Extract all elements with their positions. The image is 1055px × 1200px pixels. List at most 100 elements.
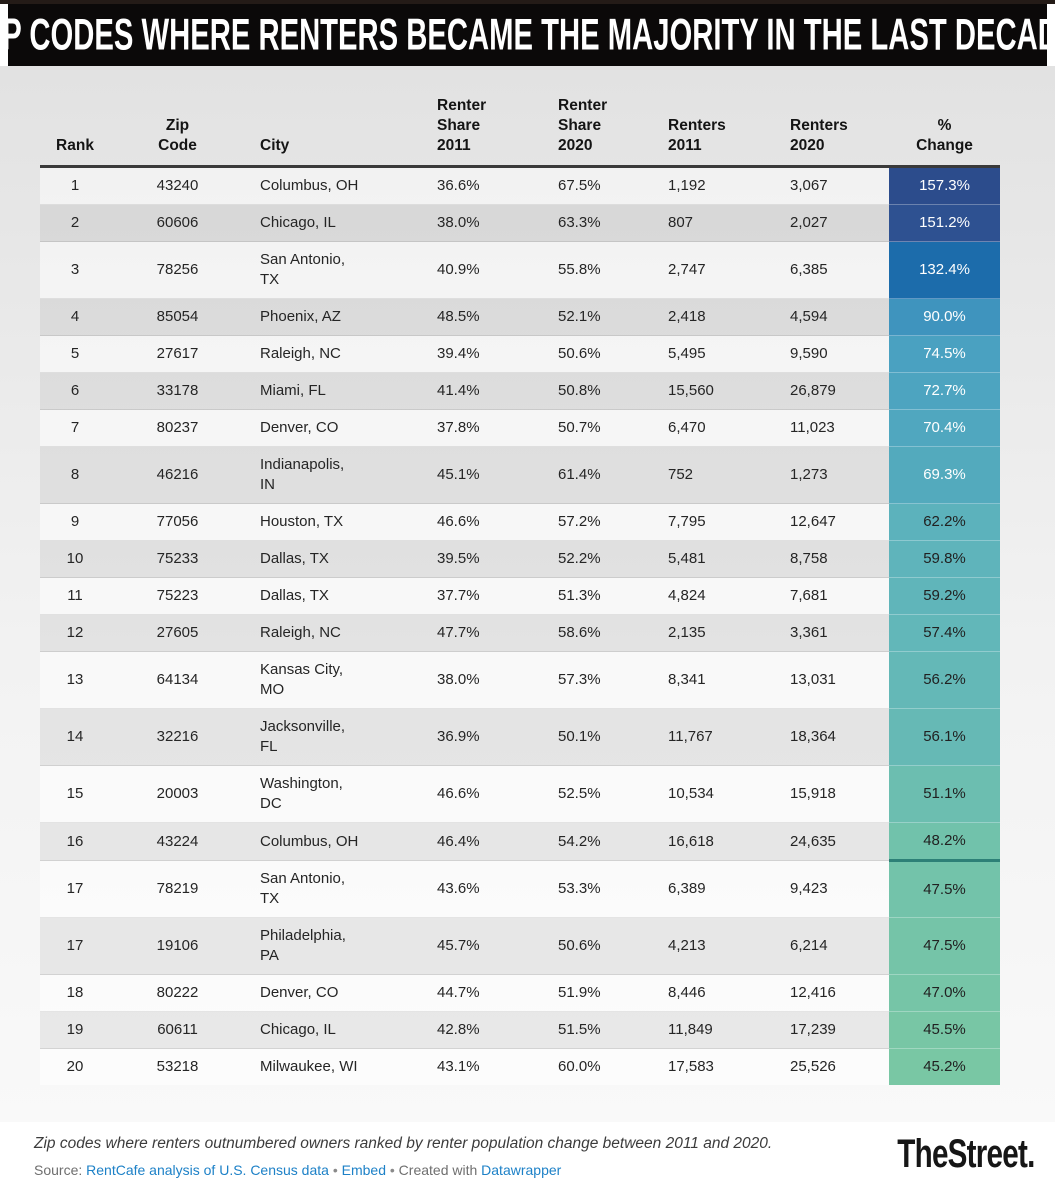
column-header-percent-change: % Change — [889, 96, 1000, 169]
cell-percent-change: 157.3% — [889, 166, 1000, 205]
cell-renter-share-2020: 57.2% — [550, 503, 645, 541]
cell-renters-2020: 25,526 — [775, 1048, 889, 1086]
cell-rank: 14 — [40, 708, 110, 766]
cell-city: Miami, FL — [245, 372, 430, 410]
cell-percent-change: 56.2% — [889, 651, 1000, 709]
cell-renters-2020: 24,635 — [775, 822, 889, 861]
cell-city: Milwaukee, WI — [245, 1048, 430, 1086]
cell-renter-share-2020: 51.5% — [550, 1011, 645, 1049]
cell-renter-share-2020: 50.6% — [550, 917, 645, 975]
table-row: 7 80237 Denver, CO 37.8% 50.7% 6,470 11,… — [40, 409, 1000, 447]
cell-renter-share-2011: 36.6% — [437, 177, 480, 195]
cell-renter-share-2020: 63.3% — [550, 204, 645, 242]
cell-rank: 18 — [40, 974, 110, 1012]
table-body: 1 43240 Columbus, OH 36.6% 67.5% 1,192 3… — [40, 166, 1000, 1086]
datawrapper-link[interactable]: Datawrapper — [481, 1162, 562, 1178]
table-row: 13 64134 Kansas City, MO 38.0% 57.3% 8,3… — [40, 651, 1000, 709]
footer: Zip codes where renters outnumbered owne… — [0, 1122, 1055, 1200]
cell-renter-share-2011: 46.6% — [430, 765, 550, 823]
cell-renters-2011: 7,795 — [645, 503, 775, 541]
cell-city: Houston, TX — [245, 503, 430, 541]
cell-renters-2020: 9,423 — [775, 860, 889, 918]
cell-percent-change: 74.5% — [889, 335, 1000, 373]
cell-zip-code: 75233 — [110, 540, 245, 578]
cell-city: Jacksonville, FL — [245, 708, 430, 766]
cell-renter-share-2011: 38.0% — [430, 204, 550, 242]
table-row: 14 32216 Jacksonville, FL 36.9% 50.1% 11… — [40, 708, 1000, 766]
cell-zip-code: 77056 — [110, 503, 245, 541]
created-with-label: Created with — [398, 1162, 478, 1178]
cell-renters-2011: 11,849 — [645, 1011, 775, 1049]
cell-rank: 20 — [40, 1048, 110, 1086]
cell-zip-code: 64134 — [110, 651, 245, 709]
cell-zip-code: 33178 — [110, 372, 245, 410]
cell-city: Raleigh, NC — [245, 614, 430, 652]
cell-renter-share-2020: 51.3% — [550, 577, 645, 615]
cell-rank: 3 — [40, 241, 110, 299]
cell-renters-2011: 5,495 — [645, 335, 775, 373]
table-row: 17 19106 Philadelphia, PA 45.7% 50.6% 4,… — [40, 917, 1000, 975]
cell-renters-2020: 8,758 — [775, 540, 889, 578]
cell-percent-change: 62.2% — [889, 503, 1000, 541]
cell-city: Washington, DC — [245, 765, 430, 823]
table-row: 6 33178 Miami, FL 41.4% 50.8% 15,560 26,… — [40, 372, 1000, 410]
cell-renter-share-2011: 48.5% — [430, 298, 550, 336]
cell-rank: 7 — [40, 409, 110, 447]
cell-rank: 17 — [40, 860, 110, 918]
embed-link[interactable]: Embed — [341, 1162, 386, 1178]
cell-rank: 11 — [40, 577, 110, 615]
cell-renters-2011: 752 — [645, 446, 775, 504]
cell-zip-code: 60611 — [110, 1011, 245, 1049]
column-header-zip-code: Zip Code — [110, 96, 245, 169]
cell-zip-code: 60606 — [110, 204, 245, 242]
cell-renters-2011: 2,418 — [645, 298, 775, 336]
cell-renter-share-2011: 46.4% — [430, 822, 550, 861]
top-border-strip — [0, 0, 1055, 4]
cell-renter-share-2020: 50.1% — [550, 708, 645, 766]
source-label: Source: — [34, 1162, 83, 1178]
cell-renter-share-2011: 44.7% — [430, 974, 550, 1012]
cell-rank: 1 — [70, 177, 80, 195]
cell-renters-2020: 7,681 — [775, 577, 889, 615]
cell-renters-2020: 15,918 — [775, 765, 889, 823]
table-row: 2 60606 Chicago, IL 38.0% 63.3% 807 2,02… — [40, 204, 1000, 242]
cell-percent-change: 51.1% — [889, 765, 1000, 823]
cell-city: Philadelphia, PA — [245, 917, 430, 975]
cell-renters-2020: 6,385 — [775, 241, 889, 299]
cell-renter-share-2011: 41.4% — [430, 372, 550, 410]
cell-renter-share-2011: 36.9% — [430, 708, 550, 766]
cell-city: Denver, CO — [245, 409, 430, 447]
cell-percent-change: 57.4% — [889, 614, 1000, 652]
table-row: 3 78256 San Antonio, TX 40.9% 55.8% 2,74… — [40, 241, 1000, 299]
title-bar: ZIP CODES WHERE RENTERS BECAME THE MAJOR… — [8, 4, 1047, 66]
table-row: 17 78219 San Antonio, TX 43.6% 53.3% 6,3… — [40, 860, 1000, 918]
cell-renter-share-2020: 50.8% — [550, 372, 645, 410]
cell-renters-2011: 2,135 — [645, 614, 775, 652]
cell-renter-share-2020: 52.2% — [550, 540, 645, 578]
cell-renters-2020: 12,416 — [775, 974, 889, 1012]
source-link[interactable]: RentCafe analysis of U.S. Census data — [86, 1162, 329, 1178]
table-row: 15 20003 Washington, DC 46.6% 52.5% 10,5… — [40, 765, 1000, 823]
cell-percent-change: 47.5% — [889, 860, 1000, 918]
cell-renter-share-2020: 50.7% — [550, 409, 645, 447]
cell-rank: 12 — [40, 614, 110, 652]
table-row: 9 77056 Houston, TX 46.6% 57.2% 7,795 12… — [40, 503, 1000, 541]
cell-percent-change: 72.7% — [889, 372, 1000, 410]
cell-renter-share-2011: 45.1% — [430, 446, 550, 504]
cell-percent-change: 48.2% — [889, 822, 1000, 863]
page-title: ZIP CODES WHERE RENTERS BECAME THE MAJOR… — [8, 9, 1047, 60]
column-header-renters-2020: Renters 2020 — [775, 96, 889, 169]
cell-renters-2011: 16,618 — [645, 822, 775, 861]
cell-rank: 8 — [40, 446, 110, 504]
cell-city: Phoenix, AZ — [245, 298, 430, 336]
cell-percent-change: 132.4% — [889, 241, 1000, 299]
cell-renter-share-2011: 42.8% — [430, 1011, 550, 1049]
cell-rank: 17 — [40, 917, 110, 975]
cell-renters-2020: 2,027 — [775, 204, 889, 242]
table-row: 16 43224 Columbus, OH 46.4% 54.2% 16,618… — [40, 822, 1000, 863]
table-row: 12 27605 Raleigh, NC 47.7% 58.6% 2,135 3… — [40, 614, 1000, 652]
cell-renter-share-2020: 52.1% — [550, 298, 645, 336]
cell-renter-share-2011: 43.6% — [430, 860, 550, 918]
cell-zip-code: 80237 — [110, 409, 245, 447]
cell-renters-2011: 4,824 — [645, 577, 775, 615]
